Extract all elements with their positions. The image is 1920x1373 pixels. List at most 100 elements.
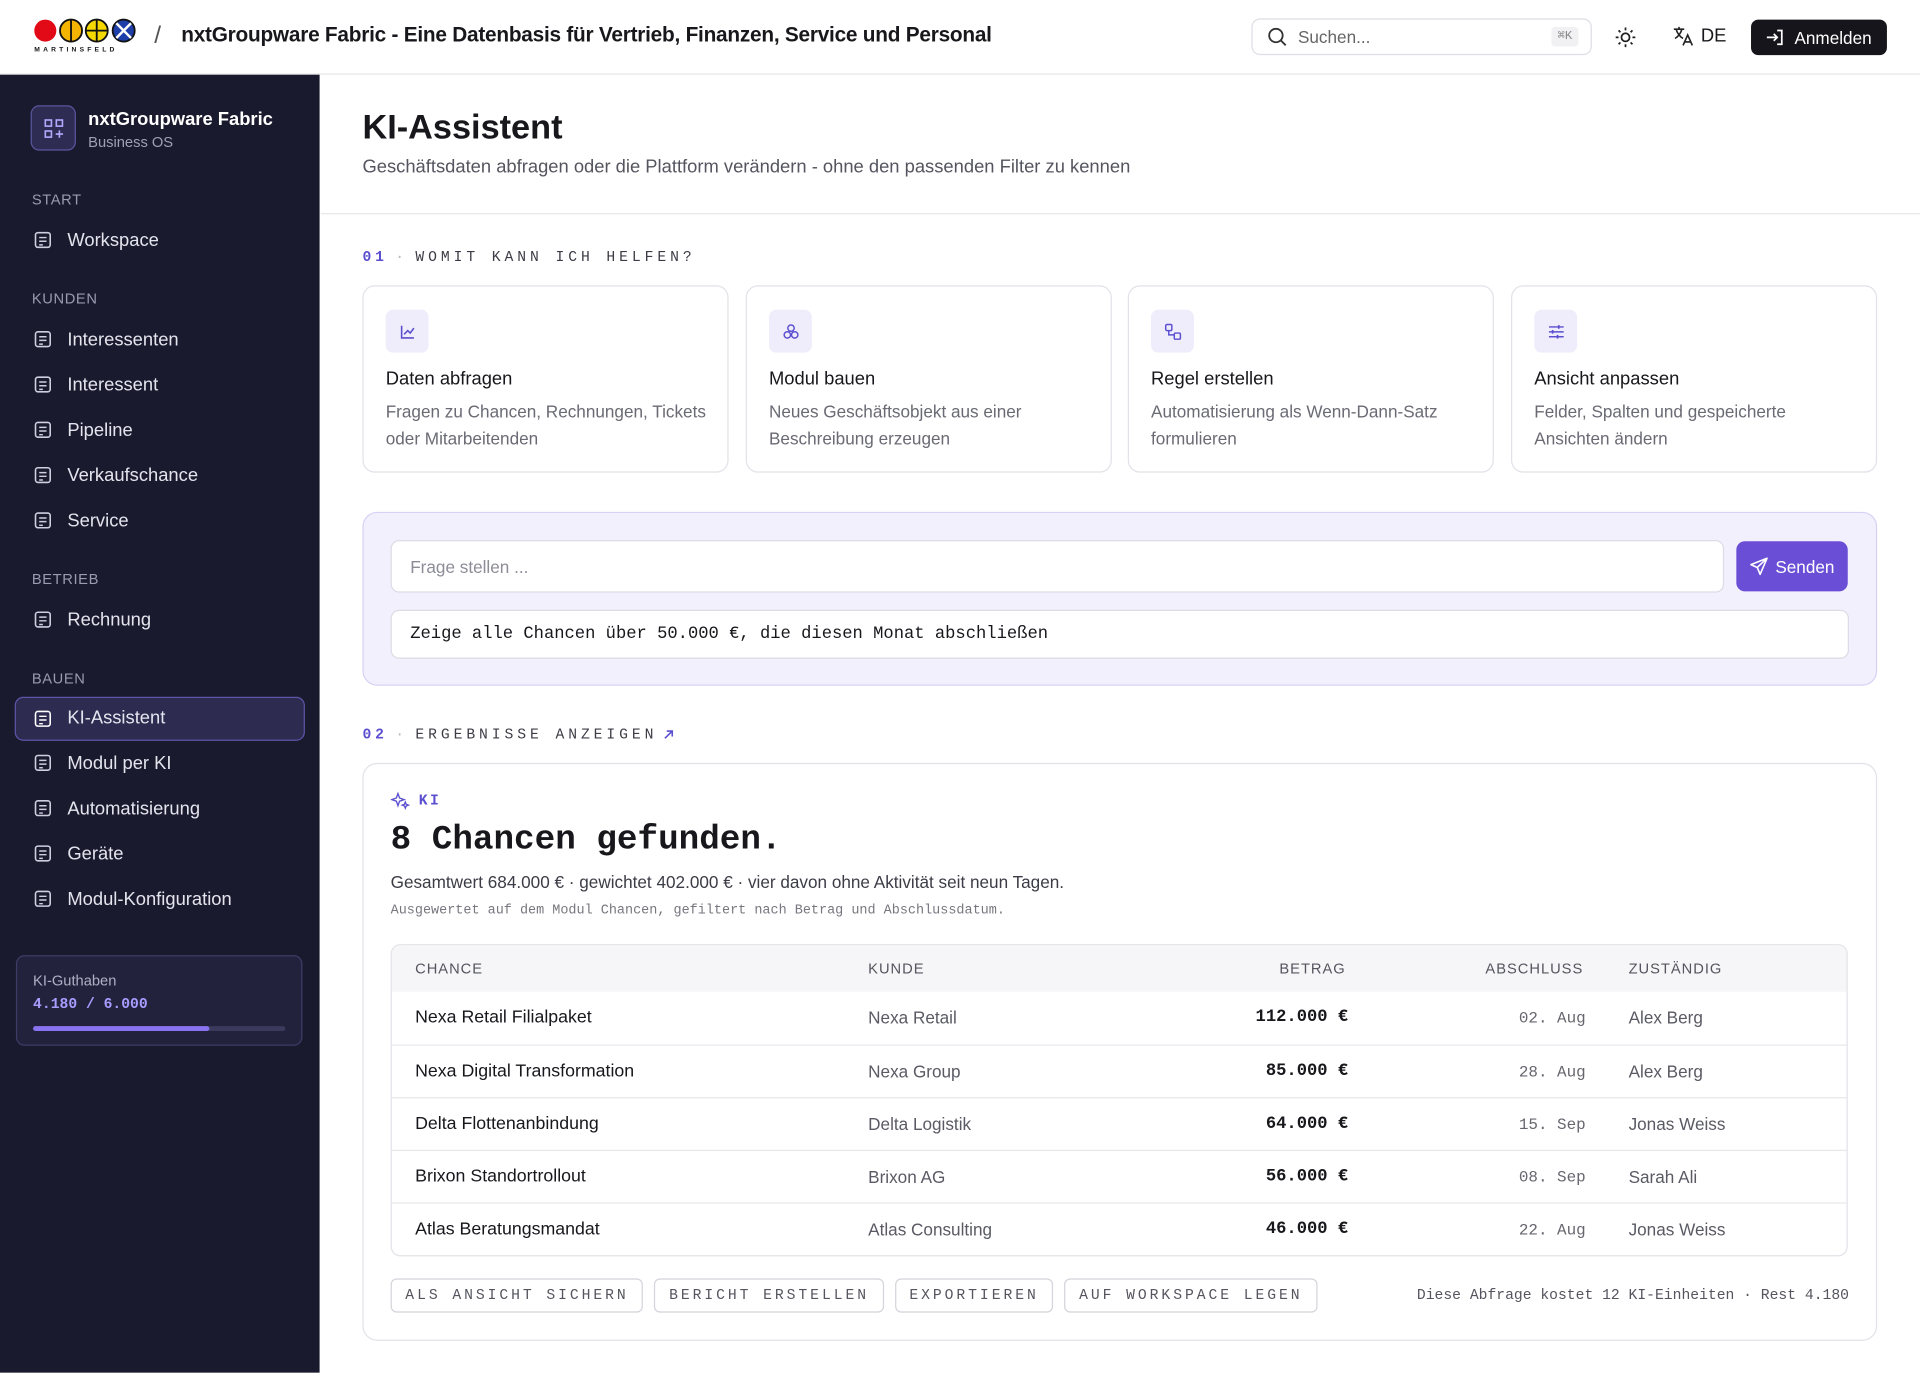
column-header: KUNDE: [868, 960, 925, 978]
top-bar: MARTINSFELD / nxtGroupware Fabric - Eine…: [0, 0, 1920, 75]
table-cell: Brixon Standortrollout: [415, 1166, 586, 1187]
app-subtitle: Business OS: [88, 133, 174, 151]
help-card[interactable]: Daten abfragen Fragen zu Chancen, Rechnun…: [362, 285, 729, 473]
nav-item[interactable]: Verkaufschance: [15, 452, 305, 497]
theme-toggle[interactable]: [1615, 27, 1636, 48]
section-label: 01 · WOMIT KANN ICH HELFEN?: [362, 249, 695, 266]
suggestion[interactable]: Zeige alle Chancen über 50.000 €, die di…: [390, 609, 1849, 659]
query-input[interactable]: Frage stellen ...: [390, 540, 1725, 593]
nav-item[interactable]: KI-Assistent: [14, 696, 305, 741]
nav-item-label: Geräte: [67, 843, 124, 864]
navigation: START Workspace KUNDEN Interessenten Interes…: [0, 187, 320, 921]
send-label: Senden: [1775, 556, 1835, 577]
search-placeholder: Suchen...: [1297, 26, 1371, 47]
table-header: [391, 945, 1847, 992]
nav-section-label: KUNDEN: [31, 290, 98, 308]
query-placeholder: Frage stellen ...: [410, 557, 529, 577]
result-summary: Gesamtwert 684.000 € · gewichtet 402.000…: [390, 871, 1065, 892]
nav-item-label: Service: [67, 510, 129, 531]
app-icon: [30, 105, 76, 151]
table-cell: 28. Aug: [1518, 1062, 1586, 1082]
table-cell: Alex Berg: [1628, 1007, 1703, 1028]
credit-bar: [33, 1026, 209, 1032]
table-cell: Brixon AG: [868, 1166, 946, 1187]
action-button[interactable]: AUF WORKSPACE LEGEN: [1064, 1278, 1318, 1313]
nav-item[interactable]: Interessenten: [15, 317, 305, 362]
nav-item-label: Workspace: [67, 229, 159, 251]
table-cell: 08. Sep: [1518, 1168, 1586, 1187]
icon: [34, 376, 52, 393]
nav-item-label: KI-Assistent: [67, 707, 166, 729]
icon: [34, 611, 52, 628]
card-description: Neues Geschäftsobjekt aus einer Beschrei…: [768, 401, 1022, 449]
nav-section: START Workspace: [0, 187, 320, 262]
help-card[interactable]: Ansicht anpassen Felder, Spalten und gesp…: [1511, 285, 1878, 473]
card-icon: [1534, 309, 1578, 353]
card-icon: [385, 309, 429, 353]
nav-item[interactable]: Modul-Konfiguration: [15, 876, 305, 921]
login-button[interactable]: Anmelden: [1751, 19, 1887, 56]
table-row[interactable]: Nexa Retail Filialpaket Nexa Retail 112.00…: [392, 992, 1847, 1045]
column-header: BETRAG: [1279, 960, 1346, 978]
nav-item[interactable]: Service: [15, 498, 305, 543]
language[interactable]: DE: [1700, 25, 1727, 47]
icon: [34, 754, 52, 772]
language-icon[interactable]: [1673, 26, 1694, 47]
table-cell: Jonas Weiss: [1628, 1219, 1726, 1240]
section-dot: ·: [395, 248, 409, 266]
card-title: Daten abfragen: [385, 368, 513, 390]
page-subtitle: Geschäftsdaten abfragen oder die Plattfo…: [362, 156, 1131, 178]
table-row[interactable]: Delta Flottenanbindung Delta Logistik 64.0…: [391, 1097, 1847, 1151]
section-number: 02: [362, 726, 388, 744]
nav-section: BETRIEB Rechnung: [0, 567, 320, 642]
link-arrow[interactable]: [662, 729, 674, 741]
search-box[interactable]: Suchen... ⌘K: [1251, 18, 1592, 56]
nav-section: KUNDEN Interessenten Interessent Pipeline Ve…: [0, 287, 320, 544]
table-cell: Nexa Retail Filialpaket: [415, 1007, 592, 1028]
credit-label: KI-Guthaben: [33, 972, 117, 990]
login-icon: [1767, 29, 1784, 46]
send-button[interactable]: Senden: [1736, 541, 1848, 592]
help-card[interactable]: Regel erstellen Automatisierung als Wenn-…: [1127, 285, 1494, 473]
ai-icon: [390, 791, 411, 811]
ai-badge: KI: [418, 792, 442, 810]
result-heading: 8 Chancen gefunden.: [390, 821, 782, 860]
nav-item[interactable]: Pipeline: [15, 407, 305, 452]
table-row[interactable]: Atlas Beratungsmandat Atlas Consulting 46.…: [391, 1202, 1847, 1255]
table-cell: Nexa Group: [868, 1061, 961, 1082]
nav-item-label: Verkaufschance: [67, 464, 199, 486]
actions: ALS ANSICHT SICHERN BERICHT ERSTELLEN EXPO…: [390, 1278, 1318, 1313]
nav-section-label: START: [31, 191, 82, 209]
help-card[interactable]: Modul bauen Neues Geschäftsobjekt aus ein…: [745, 285, 1112, 473]
nav-section: BAUEN KI-Assistent Modul per KI Automatisie…: [0, 666, 320, 921]
logo[interactable]: [33, 18, 138, 45]
nav-item[interactable]: Workspace: [15, 217, 305, 262]
nav-item-label: Automatisierung: [67, 797, 201, 819]
logo-text: MARTINSFELD: [34, 46, 118, 54]
table-row[interactable]: Nexa Digital Transformation Nexa Group 85.…: [391, 1044, 1847, 1098]
action-button[interactable]: EXPORTIEREN: [894, 1278, 1054, 1313]
icon: [34, 512, 52, 529]
nav-item-label: Pipeline: [67, 419, 133, 441]
nav-item[interactable]: Modul per KI: [15, 740, 305, 785]
nav-section-label: BETRIEB: [31, 570, 100, 588]
card-description: Automatisierung als Wenn-Dann-Satz formu…: [1151, 401, 1438, 449]
table-cell: Atlas Beratungsmandat: [415, 1219, 600, 1240]
nav-item[interactable]: Rechnung: [15, 597, 305, 642]
card-description: Fragen zu Chancen, Rechnungen, Tickets o…: [385, 401, 706, 449]
nav-section-label: BAUEN: [31, 669, 86, 687]
nav-item[interactable]: Automatisierung: [15, 786, 305, 831]
results-card: KI 8 Chancen gefunden. Gesamtwert 684.00…: [362, 762, 1878, 1341]
action-button[interactable]: ALS ANSICHT SICHERN: [390, 1278, 644, 1313]
credit-value: 4.180 / 6.000: [33, 995, 148, 1013]
nav-item[interactable]: Interessent: [15, 362, 305, 407]
table-row[interactable]: Brixon Standortrollout Brixon AG 56.000 € 0…: [391, 1149, 1847, 1204]
action-button[interactable]: BERICHT ERSTELLEN: [654, 1278, 884, 1313]
section-dot: ·: [395, 726, 409, 744]
divider: [320, 213, 1920, 215]
table-cell: 56.000 €: [1265, 1166, 1349, 1187]
icon: [34, 845, 52, 862]
nav-item[interactable]: Geräte: [15, 831, 305, 876]
table-cell: Alex Berg: [1628, 1061, 1703, 1082]
